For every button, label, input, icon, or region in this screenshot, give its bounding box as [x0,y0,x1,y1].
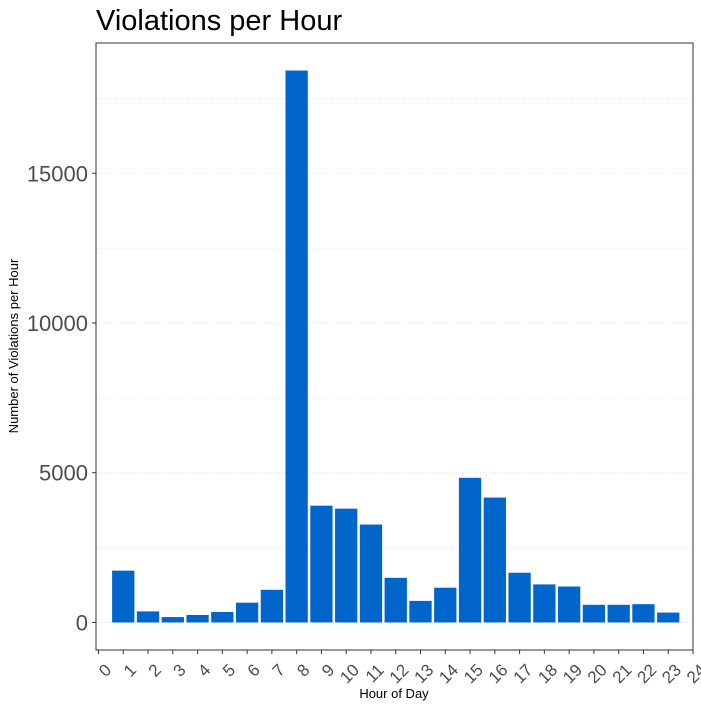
chart-title: Violations per Hour [96,5,342,37]
bar-hour-4 [186,614,209,623]
x-tick-label: 24 [683,660,701,687]
bar-hour-15 [458,477,482,623]
x-tick-label: 9 [318,660,338,680]
x-tick-label: 3 [170,660,190,680]
y-tick-label: 5000 [39,461,88,486]
y-axis: 0 5000 10000 15000 [27,161,96,635]
x-tick-label: 1 [120,660,140,680]
y-tick-label: 10000 [27,311,88,336]
x-tick-label: 20 [584,660,611,687]
x-tick-label: 11 [362,660,388,686]
bar-hour-5 [211,611,234,623]
bar-hour-6 [235,602,259,623]
x-tick-label: 16 [485,660,512,687]
bar-hour-8 [285,70,308,623]
grid-lines [96,97,693,623]
x-tick-label: 5 [219,660,239,680]
x-tick-label: 21 [609,660,636,687]
bar-hour-13 [409,600,432,623]
x-tick-label: 10 [336,660,363,687]
bar-hour-14 [434,587,457,623]
x-tick-label: 0 [95,660,115,680]
x-tick-label: 12 [386,660,413,687]
bar-hour-19 [557,586,581,623]
bar-hour-2 [136,611,160,623]
x-tick-label: 22 [633,660,660,687]
bar-hour-1 [112,570,135,623]
x-tick-label: 19 [559,660,586,687]
x-axis-label: Hour of Day [359,686,429,701]
x-tick-label: 13 [411,660,438,687]
x-tick-label: 18 [534,660,561,687]
bar-hour-12 [384,577,407,623]
x-tick-label: 2 [145,660,165,680]
bar-hour-7 [260,589,284,623]
x-tick-label: 15 [460,660,487,687]
bar-hour-11 [359,524,383,623]
bar-hour-17 [508,572,531,623]
bar-hour-22 [632,604,655,623]
x-tick-label: 7 [269,660,289,680]
x-tick-label: 6 [244,660,264,680]
x-tick-label: 4 [194,660,214,680]
x-tick-label: 17 [510,660,537,687]
bar-hour-23 [657,612,680,623]
x-tick-label: 14 [435,660,462,687]
x-tick-label: 23 [658,660,685,687]
y-tick-label: 0 [76,610,88,635]
bar-hour-9 [310,505,333,623]
plot-panel-border [95,42,694,651]
bar-hour-20 [582,604,606,623]
bar-hour-21 [607,604,630,623]
bar-hour-18 [533,584,556,623]
bars [112,70,680,623]
y-tick-label: 15000 [27,161,88,186]
bar-hour-16 [483,497,506,623]
x-tick-label: 8 [293,660,313,680]
y-axis-label: Number of Violations per Hour [6,258,21,433]
bar-hour-10 [335,508,358,623]
bar-hour-3 [161,617,184,623]
